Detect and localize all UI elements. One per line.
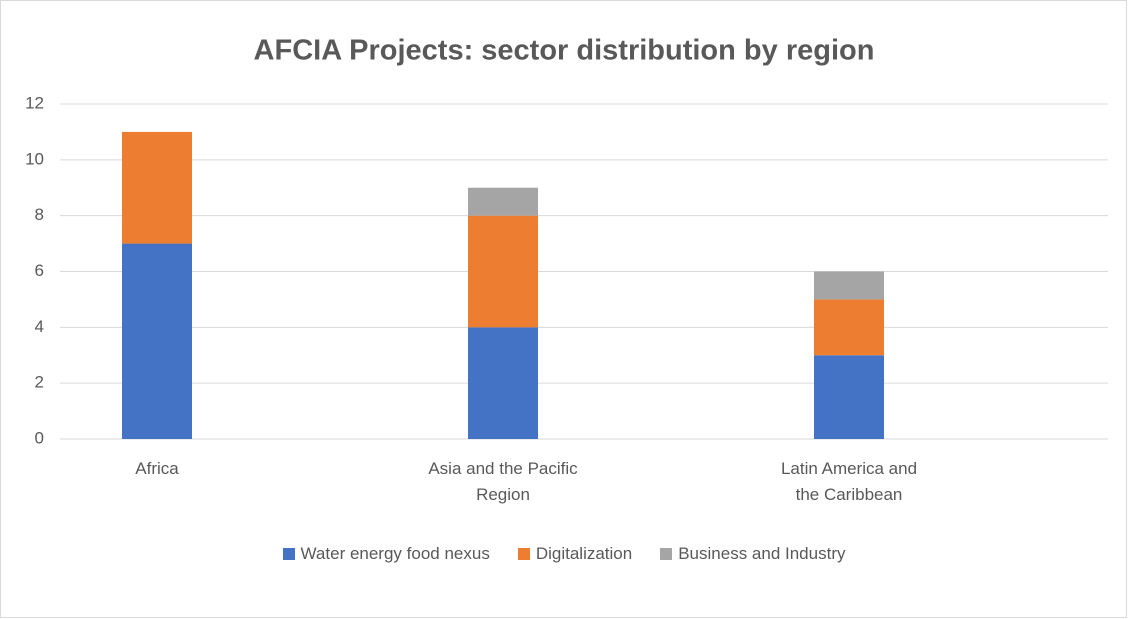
x-tick-label: Africa [135, 459, 179, 478]
y-tick-label: 4 [35, 317, 44, 336]
bar-segment [122, 131, 192, 244]
bar-segment [468, 187, 538, 216]
legend-label: Water energy food nexus [300, 544, 490, 563]
y-tick-label: 12 [25, 93, 44, 112]
y-tick-label: 6 [35, 261, 44, 280]
x-tick-label: Asia and the Pacific Region [428, 459, 578, 504]
legend-swatch [517, 548, 530, 560]
legend-swatch [282, 548, 295, 560]
legend-label: Business and Industry [678, 544, 846, 563]
bar-segment [468, 327, 538, 439]
bar-segment [122, 243, 192, 439]
legend-label: Digitalization [535, 544, 633, 563]
y-tick-label: 0 [35, 428, 44, 447]
legend-item: Business and Industry [660, 544, 845, 564]
legend: Water energy food nexus Digitalization Bus… [0, 544, 1128, 564]
x-tick-label: Latin America and the Caribbean [780, 459, 918, 504]
y-tick-label: 10 [25, 149, 44, 168]
chart-title: AFCIA Projects: sector distribution by r… [254, 35, 875, 67]
bar-segment [814, 355, 884, 439]
y-tick-label: 2 [35, 373, 44, 392]
y-tick-label: 8 [35, 205, 44, 224]
bar-segment [468, 215, 538, 328]
legend-item: Digitalization [517, 544, 633, 564]
legend-swatch [660, 548, 673, 560]
bar-segment [814, 299, 884, 356]
bar-segment [814, 271, 884, 300]
legend-item: Water energy food nexus [282, 544, 490, 564]
